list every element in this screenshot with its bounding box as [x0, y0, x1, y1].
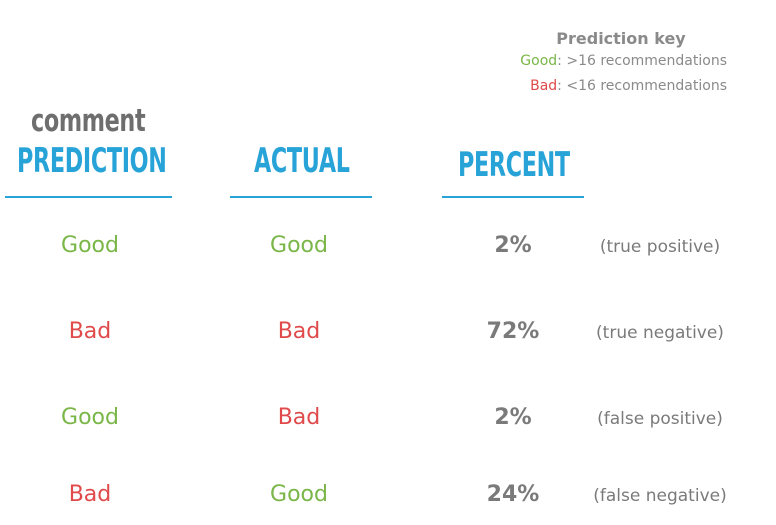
row-3-description: (false positive)	[597, 409, 723, 429]
prediction-key-good: Good: >16 recommendations	[520, 53, 727, 69]
row-2-prediction: Bad	[68, 319, 112, 344]
prediction-column-header: PREDICTION	[17, 141, 167, 181]
row-2-percent: 72%	[486, 319, 540, 344]
row-4-actual: Good	[270, 482, 328, 507]
percent-column-header: PERCENT	[458, 145, 570, 185]
row-2-actual: Bad	[277, 319, 321, 344]
row-4-percent: 24%	[486, 482, 540, 507]
prediction-header-underline	[5, 196, 172, 198]
row-3-actual: Bad	[277, 405, 321, 430]
comment-label: comment	[31, 103, 146, 139]
row-1-actual: Good	[270, 233, 328, 258]
row-2-description: (true negative)	[596, 323, 724, 343]
row-4-prediction: Bad	[68, 482, 112, 507]
prediction-key-bad: Bad: <16 recommendations	[530, 78, 727, 94]
percent-header-underline	[442, 196, 584, 198]
row-3-percent: 2%	[494, 405, 532, 430]
actual-column-header: ACTUAL	[254, 141, 350, 181]
row-1-percent: 2%	[494, 233, 532, 258]
key-bad-text: : <16 recommendations	[557, 78, 727, 94]
row-1-description: (true positive)	[599, 237, 721, 257]
row-1-prediction: Good	[61, 233, 119, 258]
actual-header-underline	[230, 196, 372, 198]
row-4-description: (false negative)	[593, 486, 727, 506]
prediction-key-title: Prediction key	[556, 29, 686, 48]
key-good-text: : >16 recommendations	[557, 53, 727, 69]
key-good-label: Good	[520, 53, 558, 69]
row-3-prediction: Good	[61, 405, 119, 430]
key-bad-label: Bad	[530, 78, 558, 94]
